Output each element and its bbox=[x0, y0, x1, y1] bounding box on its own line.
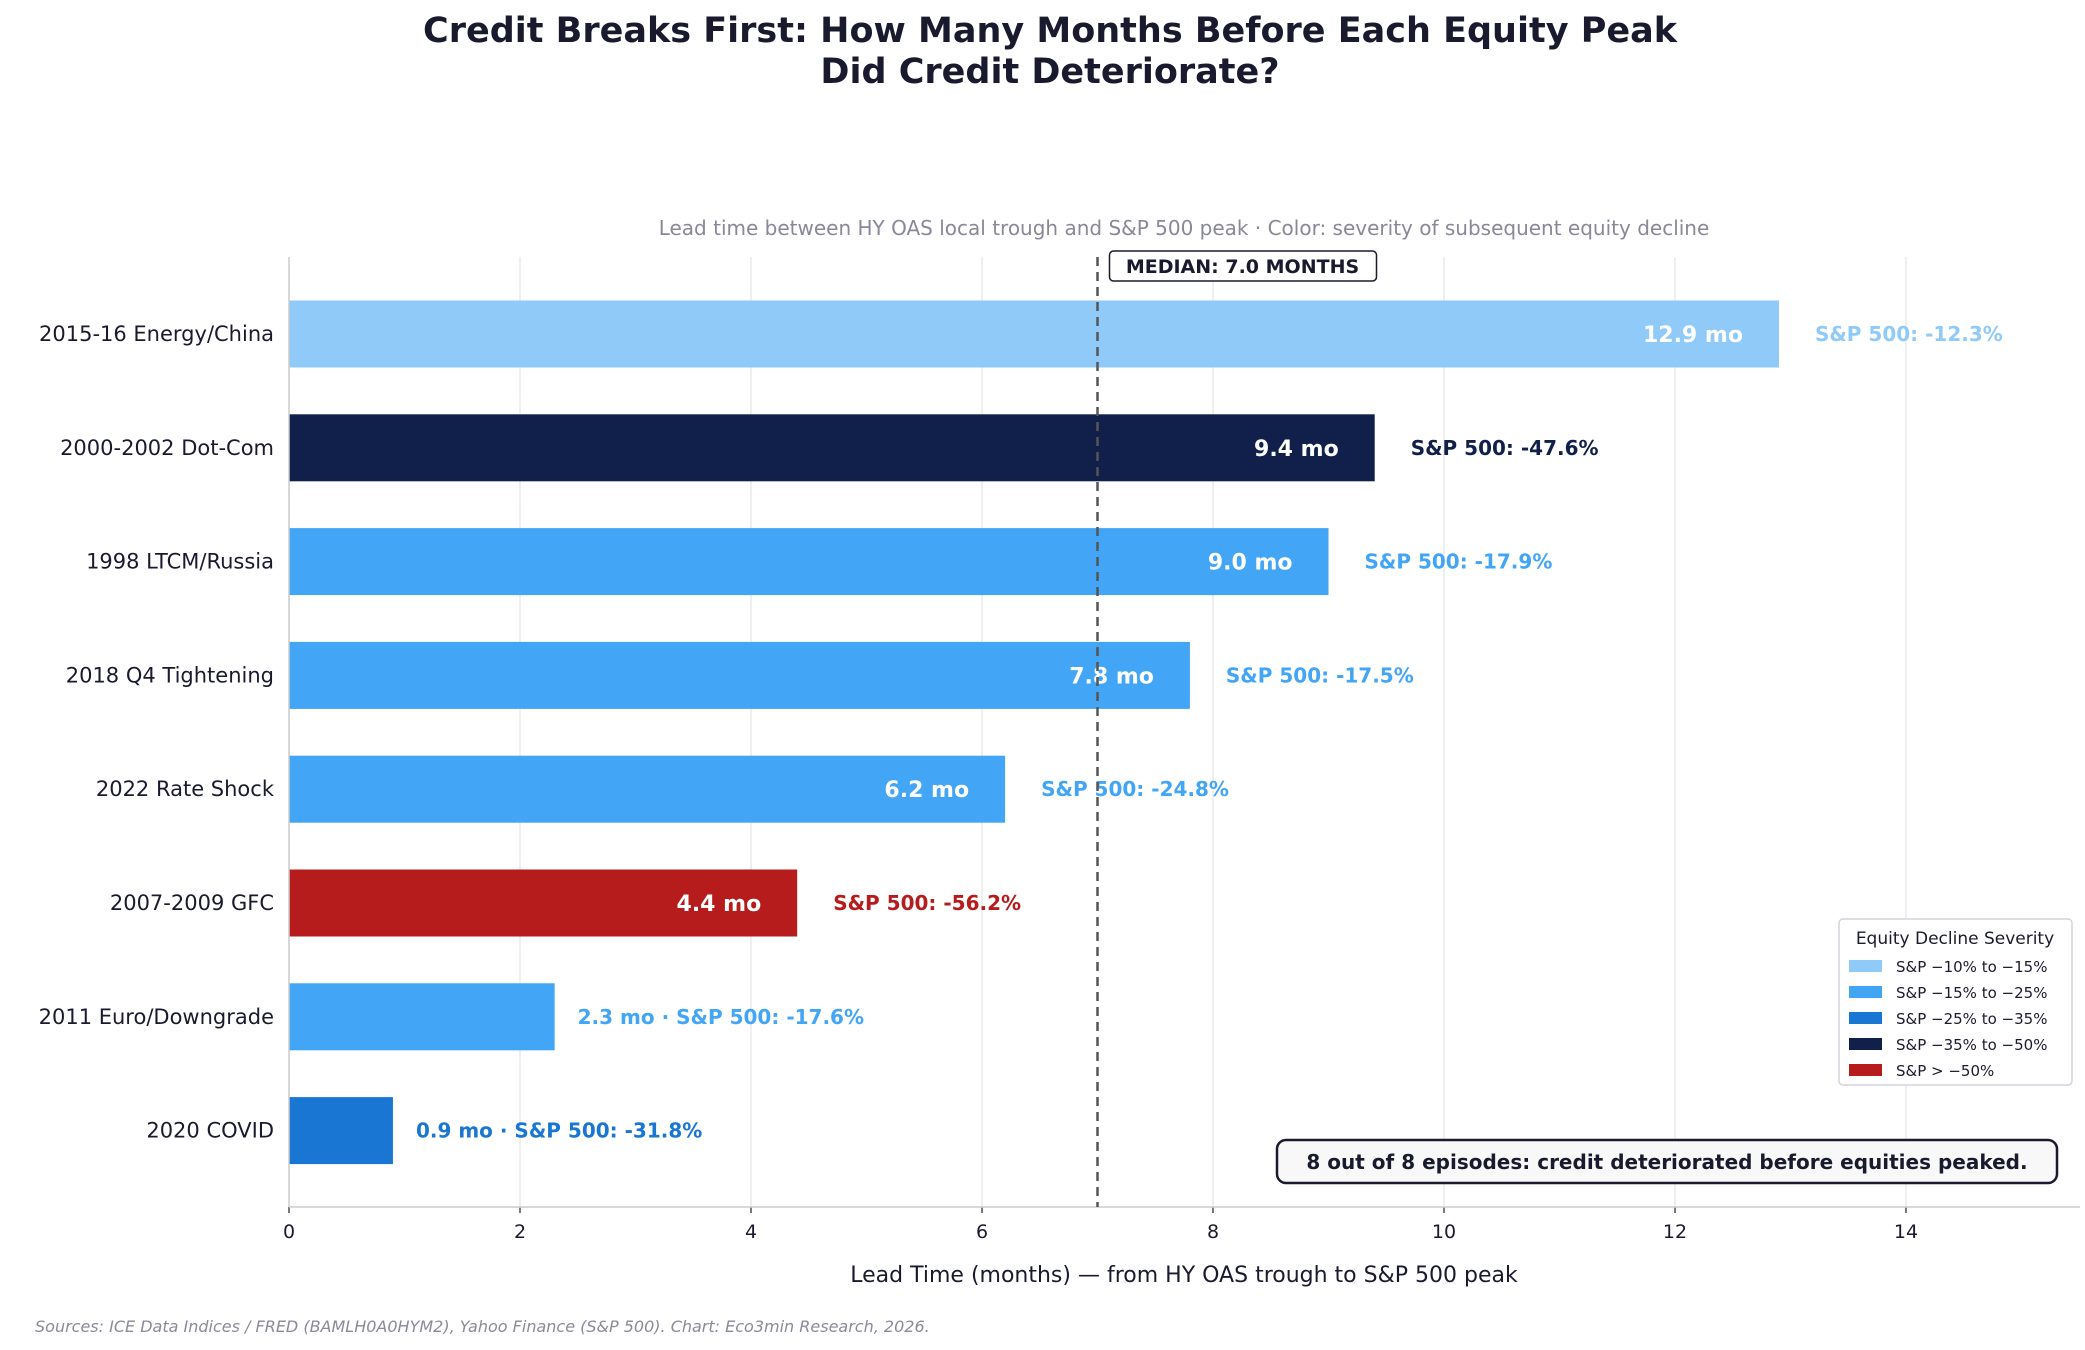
value-label: 12.9 mo bbox=[1643, 323, 1743, 348]
bar bbox=[289, 300, 1779, 368]
x-tick-label: 0 bbox=[283, 1221, 295, 1243]
y-tick-label: 2000-2002 Dot-Com bbox=[60, 436, 274, 460]
y-tick-label: 2022 Rate Shock bbox=[96, 777, 275, 801]
chart-title-line-2: Did Credit Deteriorate? bbox=[820, 52, 1279, 92]
legend-entry: S&P −15% to −25% bbox=[1896, 984, 2047, 1002]
value-label: 9.4 mo bbox=[1254, 437, 1339, 462]
bar bbox=[289, 528, 1329, 596]
x-tick-label: 6 bbox=[976, 1221, 988, 1243]
decline-label: S&P 500: -56.2% bbox=[833, 891, 1021, 915]
bar bbox=[289, 755, 1006, 823]
legend-swatch bbox=[1849, 986, 1882, 998]
y-tick-label: 1998 LTCM/Russia bbox=[86, 550, 274, 574]
value-label: 9.0 mo bbox=[1208, 551, 1293, 576]
legend-swatch bbox=[1849, 1038, 1882, 1050]
chart-title: Credit Breaks First: How Many Months Bef… bbox=[423, 11, 1678, 51]
legend-entry: S&P −10% to −15% bbox=[1896, 958, 2047, 976]
decline-label: S&P 500: -17.9% bbox=[1365, 550, 1553, 574]
x-axis-label: Lead Time (months) — from HY OAS trough … bbox=[850, 1263, 1518, 1288]
legend-swatch bbox=[1849, 1064, 1882, 1076]
legend: Equity Decline Severity S&P −10% to −15% S… bbox=[1838, 918, 2073, 1086]
value-label: 6.2 mo bbox=[884, 778, 969, 803]
y-tick-label: 2020 COVID bbox=[146, 1119, 274, 1143]
x-tick-label: 12 bbox=[1663, 1221, 1687, 1243]
legend-box bbox=[1838, 918, 2073, 1086]
value-label: 7.8 mo bbox=[1069, 664, 1154, 689]
decline-label: S&P 500: -12.3% bbox=[1815, 322, 2003, 346]
x-tick-label: 2 bbox=[514, 1221, 526, 1243]
decline-label: S&P 500: -47.6% bbox=[1411, 436, 1599, 460]
y-tick-label: 2011 Euro/Downgrade bbox=[39, 1005, 274, 1029]
annotation-box-bg bbox=[1275, 1138, 2059, 1185]
legend-title: Equity Decline Severity bbox=[1856, 929, 2054, 949]
x-tick-label: 14 bbox=[1894, 1221, 1918, 1243]
bar bbox=[289, 1097, 393, 1165]
grid bbox=[519, 257, 1907, 1207]
legend-swatch bbox=[1849, 960, 1882, 972]
median-label-box bbox=[1108, 250, 1378, 282]
value-decline-label: 0.9 mo · S&P 500: -31.8% bbox=[416, 1119, 702, 1143]
decline-label: S&P 500: -17.5% bbox=[1226, 663, 1414, 687]
axes: 0 2 4 6 8 10 12 14 2015-16 Energy/China 2000-2002… bbox=[39, 257, 2080, 1243]
y-tick-label: 2018 Q4 Tightening bbox=[66, 663, 274, 687]
x-tick-label: 4 bbox=[745, 1221, 757, 1243]
x-tick-label: 10 bbox=[1432, 1221, 1456, 1243]
bar bbox=[289, 641, 1190, 709]
bar bbox=[289, 983, 555, 1051]
median: MEDIAN: 7.0 MONTHS bbox=[1096, 250, 1378, 1207]
bar bbox=[289, 414, 1375, 482]
legend-entry: S&P −35% to −50% bbox=[1896, 1036, 2047, 1054]
bar bbox=[289, 869, 798, 937]
value-decline-label: 2.3 mo · S&P 500: -17.6% bbox=[578, 1005, 864, 1029]
bars: 12.9 mo S&P 500: -12.3% 9.4 mo S&P 500: -47… bbox=[289, 300, 2003, 1165]
source-note: Sources: ICE Data Indices / FRED (BAMLH0… bbox=[35, 1317, 930, 1336]
value-label: 4.4 mo bbox=[677, 892, 762, 917]
x-tick-label: 8 bbox=[1207, 1221, 1219, 1243]
annotation-text: 8 out of 8 episodes: credit deteriorated… bbox=[1306, 1150, 2027, 1174]
legend-entry: S&P > −50% bbox=[1896, 1062, 1994, 1080]
chart-subtitle: Lead time between HY OAS local trough an… bbox=[659, 216, 1710, 240]
y-tick-label: 2007-2009 GFC bbox=[110, 891, 274, 915]
median-label: MEDIAN: 7.0 MONTHS bbox=[1126, 256, 1359, 278]
legend-entry: S&P −25% to −35% bbox=[1896, 1010, 2047, 1028]
annotation-box: 8 out of 8 episodes: credit deteriorated… bbox=[1275, 1138, 2059, 1185]
decline-label: S&P 500: -24.8% bbox=[1041, 777, 1229, 801]
legend-swatch bbox=[1849, 1012, 1882, 1024]
y-tick-label: 2015-16 Energy/China bbox=[39, 322, 274, 346]
